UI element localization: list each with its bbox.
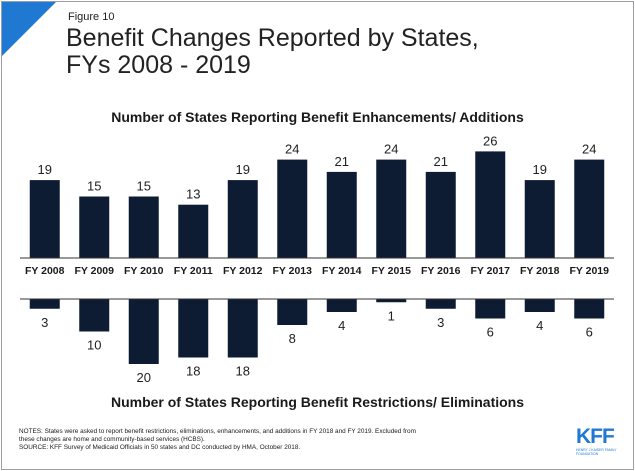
enhancements-title: Number of States Reporting Benefit Enhan… bbox=[111, 109, 524, 125]
restriction-data-label: 1 bbox=[388, 308, 395, 323]
source-line: SOURCE: KFF Survey of Medicaid Officials… bbox=[19, 444, 301, 451]
enhancement-bar bbox=[524, 180, 555, 258]
restriction-data-label: 4 bbox=[338, 318, 345, 333]
restriction-bar bbox=[29, 299, 60, 309]
enhancement-data-label: 21 bbox=[434, 154, 448, 169]
enhancement-data-label: 19 bbox=[38, 162, 52, 177]
enhancement-bar bbox=[326, 171, 357, 258]
kff-logo: KFF HENRY J KAISER FAMILY FOUNDATION bbox=[576, 425, 620, 457]
category-label: FY 2012 bbox=[223, 265, 263, 277]
notes-block: NOTES: States were asked to report benef… bbox=[19, 428, 539, 452]
category-label: FY 2011 bbox=[174, 265, 213, 277]
restriction-data-label: 8 bbox=[289, 331, 296, 346]
enhancement-data-label: 24 bbox=[582, 142, 596, 157]
category-label: FY 2014 bbox=[322, 265, 362, 277]
enhancement-bar bbox=[574, 159, 605, 258]
restriction-data-label: 4 bbox=[536, 318, 543, 333]
category-label: FY 2015 bbox=[371, 265, 411, 277]
enhancement-data-label: 19 bbox=[533, 162, 547, 177]
notes-line-2: these changes are home and community-bas… bbox=[19, 436, 205, 443]
restriction-bar bbox=[574, 299, 605, 319]
category-label: FY 2010 bbox=[124, 265, 164, 277]
category-label: FY 2018 bbox=[520, 265, 560, 277]
restriction-bar bbox=[178, 299, 209, 358]
category-label: FY 2019 bbox=[569, 265, 609, 277]
page-title: Benefit Changes Reported by States, FYs … bbox=[66, 25, 479, 79]
category-label: FY 2016 bbox=[421, 265, 461, 277]
enhancement-data-label: 24 bbox=[285, 142, 299, 157]
enhancement-bar bbox=[128, 196, 159, 258]
restriction-data-label: 6 bbox=[586, 325, 593, 340]
enhancement-bar bbox=[277, 159, 308, 258]
restriction-data-label: 18 bbox=[236, 364, 250, 379]
restriction-bar bbox=[277, 299, 308, 325]
enhancement-data-label: 13 bbox=[186, 187, 200, 202]
title-line-1: Benefit Changes Reported by States, bbox=[66, 24, 479, 52]
enhancement-bar bbox=[178, 204, 209, 258]
restriction-data-label: 6 bbox=[487, 325, 494, 340]
logo-text: KFF bbox=[576, 425, 615, 448]
enhancement-data-label: 15 bbox=[137, 179, 151, 194]
enhancement-bar bbox=[29, 180, 60, 258]
enhancement-bar bbox=[376, 159, 407, 258]
restriction-bar bbox=[227, 299, 258, 358]
enhancement-bar bbox=[475, 151, 506, 258]
restriction-data-label: 10 bbox=[87, 338, 101, 353]
category-label: FY 2009 bbox=[74, 265, 114, 277]
restriction-bar bbox=[376, 299, 407, 303]
restriction-data-label: 20 bbox=[137, 370, 151, 385]
enhancement-data-label: 21 bbox=[335, 154, 349, 169]
restriction-data-label: 3 bbox=[41, 315, 48, 330]
enhancement-data-label: 19 bbox=[236, 162, 250, 177]
enhancement-data-label: 15 bbox=[87, 179, 101, 194]
restrictions-title: Number of States Reporting Benefit Restr… bbox=[110, 394, 525, 410]
enhancement-bar bbox=[425, 171, 456, 258]
restriction-bar bbox=[128, 299, 159, 364]
logo-subtext: HENRY J KAISER FAMILY FOUNDATION bbox=[576, 448, 617, 456]
restriction-bar bbox=[326, 299, 357, 312]
category-label: FY 2013 bbox=[272, 265, 312, 277]
title-line-2: FYs 2008 - 2019 bbox=[66, 51, 251, 79]
notes-line-1: NOTES: States were asked to report benef… bbox=[19, 428, 416, 435]
enhancement-data-label: 26 bbox=[483, 133, 497, 148]
restriction-bar bbox=[475, 299, 506, 319]
enhancement-bar bbox=[227, 180, 258, 258]
enhancement-bar bbox=[79, 196, 110, 258]
restriction-bar bbox=[425, 299, 456, 309]
figure-label: Figure 10 bbox=[68, 11, 115, 23]
restriction-bar bbox=[524, 299, 555, 312]
enhancement-data-label: 24 bbox=[384, 142, 398, 157]
restriction-bar bbox=[79, 299, 110, 332]
category-label: FY 2008 bbox=[25, 265, 65, 277]
restriction-data-label: 18 bbox=[186, 364, 200, 379]
corner-accent bbox=[2, 2, 56, 56]
restriction-data-label: 3 bbox=[437, 315, 444, 330]
category-label: FY 2017 bbox=[470, 265, 510, 277]
